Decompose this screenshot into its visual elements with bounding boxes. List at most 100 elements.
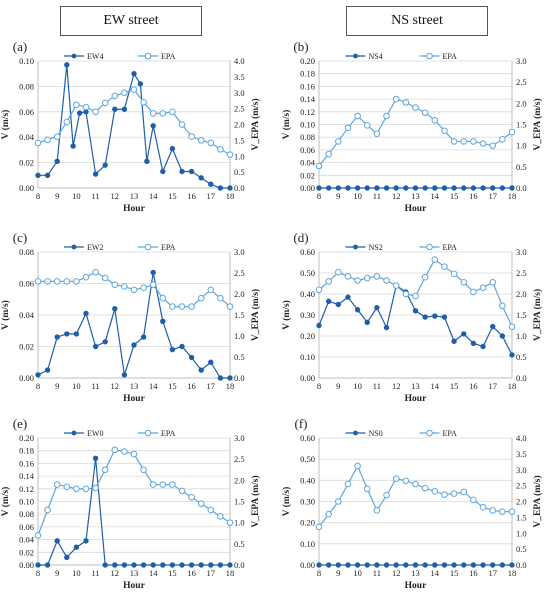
- header-ew-street: EW street: [60, 6, 202, 36]
- legend-label: EPA: [161, 429, 176, 438]
- y-tick-label: 0.02: [300, 170, 315, 180]
- data-point-ew0: [54, 538, 60, 544]
- data-point-epa: [44, 506, 51, 514]
- data-point-ns4: [490, 185, 496, 191]
- data-point-ew0: [179, 562, 185, 568]
- data-point-ew0: [35, 562, 41, 568]
- y2-tick-label: 2.5: [234, 104, 245, 114]
- data-point-epa: [178, 487, 186, 495]
- data-point-epa: [101, 466, 109, 474]
- data-point-ns2: [480, 343, 486, 350]
- y-axis-title: V (m/s): [0, 110, 11, 140]
- legend: EW2 EPA: [64, 243, 176, 252]
- y2-tick-label: 1.5: [516, 120, 527, 130]
- data-point-epa: [441, 491, 448, 498]
- x-axis-title: Hour: [405, 394, 427, 404]
- x-tick-label: 18: [226, 381, 235, 391]
- data-point-epa: [335, 268, 342, 276]
- data-point-ew4: [188, 168, 195, 175]
- data-point-epa: [412, 480, 419, 488]
- legend: EW4 EPA: [64, 52, 176, 61]
- y-tick-label: 0.20: [300, 331, 315, 341]
- legend-label: NS4: [369, 52, 383, 61]
- x-tick-label: 18: [226, 568, 235, 578]
- data-point-ns0: [325, 562, 332, 568]
- x-tick-label: 15: [168, 381, 177, 391]
- data-point-epa: [207, 506, 215, 514]
- data-point-ns4: [335, 185, 341, 191]
- x-tick-label: 16: [469, 381, 478, 391]
- data-point-epa: [344, 273, 352, 280]
- y-tick-label: 0.60: [300, 433, 315, 443]
- data-point-ns4: [345, 185, 351, 191]
- x-axis-title: Hour: [405, 581, 427, 591]
- series-line-epa: [318, 464, 512, 528]
- data-point-epa: [188, 133, 195, 140]
- legend-label: EPA: [161, 52, 176, 61]
- data-point-ew4: [198, 175, 204, 181]
- data-point-ew0: [112, 562, 118, 568]
- data-point-ew0: [102, 562, 108, 568]
- data-point-ns4: [412, 185, 419, 191]
- x-tick-label: 11: [92, 191, 100, 201]
- series-line-ew0: [38, 458, 230, 566]
- y-tick-label: 0.16: [300, 81, 315, 91]
- data-point-epa: [130, 86, 138, 93]
- x-tick-label: 12: [111, 191, 120, 201]
- legend-marker: [353, 430, 358, 436]
- x-tick-label: 13: [130, 191, 139, 201]
- data-point-epa: [421, 109, 429, 116]
- x-tick-label: 18: [226, 191, 235, 201]
- x-tick-label: 10: [353, 191, 362, 201]
- data-point-ns0: [316, 562, 322, 568]
- x-tick-label: 15: [450, 191, 459, 201]
- data-point-epa: [121, 283, 128, 290]
- data-point-epa: [111, 92, 119, 100]
- y-tick-label: 0.16: [19, 458, 34, 468]
- data-point-ew4: [54, 158, 60, 165]
- y2-tick-label: 2.5: [234, 454, 245, 464]
- data-point-ns0: [432, 562, 438, 568]
- legend-label: EPA: [443, 429, 458, 438]
- legend: NS4 EPA: [345, 52, 457, 61]
- data-point-epa: [479, 284, 487, 292]
- series-line-epa: [37, 449, 231, 536]
- data-point-ns0: [383, 562, 390, 568]
- chart-panel-e: 0.000.020.040.060.080.100.120.140.160.18…: [0, 416, 261, 591]
- data-point-epa: [188, 493, 195, 501]
- data-point-epa: [63, 118, 71, 126]
- data-point-epa: [344, 480, 352, 488]
- data-point-epa: [489, 142, 497, 149]
- data-point-epa: [392, 282, 400, 289]
- y-tick-label: 0.04: [300, 158, 316, 168]
- data-point-ns2: [364, 319, 370, 326]
- data-point-ns0: [412, 562, 419, 568]
- x-tick-label: 10: [353, 568, 362, 578]
- x-tick-label: 14: [431, 381, 440, 391]
- data-point-ns0: [451, 562, 457, 568]
- data-point-epa: [53, 278, 61, 285]
- y-tick-label: 0.08: [19, 81, 34, 91]
- x-tick-label: 8: [317, 381, 321, 391]
- x-tick-label: 17: [488, 568, 497, 578]
- x-tick-label: 17: [207, 568, 216, 578]
- data-point-epa: [188, 303, 195, 310]
- x-tick-label: 18: [508, 191, 517, 201]
- data-point-epa: [354, 462, 361, 470]
- y-axis-title: V (m/s): [0, 487, 11, 517]
- data-point-epa: [412, 104, 419, 111]
- data-point-epa: [121, 448, 128, 455]
- data-point-ns2: [325, 298, 332, 305]
- data-point-ew2: [179, 343, 185, 350]
- data-point-epa: [159, 294, 167, 302]
- data-point-ns2: [316, 322, 322, 329]
- data-point-ns0: [509, 562, 515, 568]
- data-point-ew4: [44, 172, 51, 179]
- data-point-epa: [489, 278, 497, 286]
- x-tick-label: 14: [149, 191, 158, 201]
- y2-tick-label: 3.5: [234, 72, 245, 82]
- data-point-epa: [315, 162, 323, 170]
- data-point-epa: [508, 508, 516, 515]
- data-point-ew0: [73, 544, 80, 550]
- x-tick-label: 12: [392, 568, 401, 578]
